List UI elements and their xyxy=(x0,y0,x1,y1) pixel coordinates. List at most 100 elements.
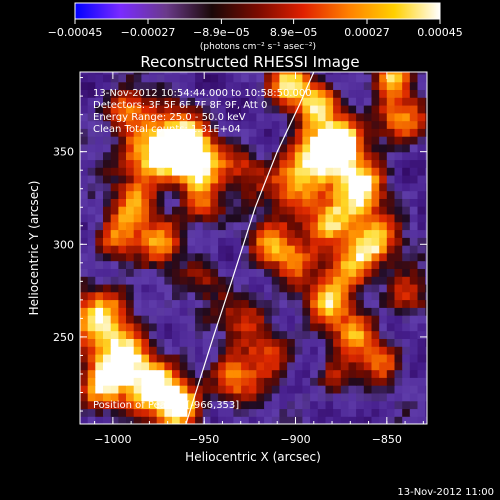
heatmap-cell xyxy=(371,143,380,153)
heatmap-cell xyxy=(210,260,219,269)
heatmap-cell xyxy=(187,322,196,332)
heatmap-cell xyxy=(379,97,388,106)
heatmap-cell xyxy=(164,385,173,394)
heatmap-cell xyxy=(164,237,173,246)
heatmap-cell xyxy=(379,175,388,184)
heatmap-cell xyxy=(371,120,380,129)
heatmap-cell xyxy=(394,198,403,207)
heatmap-cell xyxy=(371,73,380,83)
heatmap-cell xyxy=(294,369,304,378)
info-line: 13-Nov-2012 10:54:44.000 to 10:58:50.000 xyxy=(93,88,312,99)
heatmap-cell xyxy=(218,120,227,129)
heatmap-cell xyxy=(110,283,119,293)
heatmap-cell xyxy=(302,276,311,285)
heatmap-cell xyxy=(133,128,142,137)
colorbar-tick-label: 0.00045 xyxy=(417,26,463,39)
heatmap-cell xyxy=(325,315,334,324)
heatmap-cell xyxy=(195,369,204,378)
heatmap-cell xyxy=(379,221,388,231)
heatmap-cell xyxy=(126,159,135,168)
heatmap-cell xyxy=(179,198,188,207)
heatmap-cell xyxy=(379,252,388,262)
heatmap-cell xyxy=(302,252,311,262)
heatmap-cell xyxy=(287,128,296,137)
heatmap-cell xyxy=(279,322,288,332)
heatmap-cell xyxy=(225,416,234,424)
heatmap-cell xyxy=(356,198,365,207)
heatmap-cell xyxy=(118,252,127,262)
x-tick-label: −950 xyxy=(189,433,219,446)
heatmap-cell xyxy=(287,105,296,114)
heatmap-cell xyxy=(348,182,357,192)
heatmap-cell xyxy=(248,268,258,277)
heatmap-cell xyxy=(95,276,104,285)
heatmap-cell xyxy=(156,377,165,386)
heatmap-cell xyxy=(172,72,181,75)
heatmap-cell xyxy=(287,322,296,332)
heatmap-cell xyxy=(317,143,327,153)
heatmap-cell xyxy=(271,89,281,98)
heatmap-cell xyxy=(279,167,288,176)
heatmap-cell xyxy=(225,392,234,402)
heatmap-cell xyxy=(363,252,373,262)
heatmap-cell xyxy=(133,416,142,424)
heatmap-cell xyxy=(348,385,357,394)
heatmap-cell xyxy=(241,369,250,378)
heatmap-cell xyxy=(80,81,89,90)
heatmap-cell xyxy=(340,268,350,277)
heatmap-cell xyxy=(417,260,426,269)
heatmap-cell xyxy=(118,81,127,90)
heatmap-cell xyxy=(103,151,112,161)
heatmap-cell xyxy=(363,330,373,339)
heatmap-cell xyxy=(149,385,158,394)
heatmap-cell xyxy=(210,252,219,262)
heatmap-cell xyxy=(218,322,227,332)
heatmap-cell xyxy=(118,299,127,308)
heatmap-cell xyxy=(371,128,380,137)
heatmap-cell xyxy=(294,112,304,122)
heatmap-cell xyxy=(210,322,219,332)
heatmap-cell xyxy=(156,369,165,378)
heatmap-cell xyxy=(363,198,373,207)
heatmap-cell xyxy=(187,260,196,269)
heatmap-cell xyxy=(80,229,89,238)
heatmap-cell xyxy=(241,213,250,223)
heatmap-cell xyxy=(264,400,273,410)
heatmap-cell xyxy=(95,105,104,114)
heatmap-cell xyxy=(195,299,204,308)
heatmap-cell xyxy=(202,112,211,122)
heatmap-cell xyxy=(409,377,419,386)
heatmap-cell xyxy=(425,182,427,192)
heatmap-cell xyxy=(371,291,380,301)
heatmap-cell xyxy=(225,229,234,238)
heatmap-cell xyxy=(264,315,273,324)
heatmap-cell xyxy=(256,268,265,277)
heatmap-cell xyxy=(179,346,188,355)
heatmap-cell xyxy=(80,307,89,316)
heatmap-cell xyxy=(409,159,419,168)
heatmap-cell xyxy=(317,237,327,246)
heatmap-cell xyxy=(141,385,150,394)
heatmap-cell xyxy=(133,143,142,153)
heatmap-cell xyxy=(310,136,319,145)
heatmap-cell xyxy=(425,385,427,394)
heatmap-cell xyxy=(141,354,150,363)
heatmap-cell xyxy=(264,307,273,316)
heatmap-cell xyxy=(425,175,427,184)
heatmap-cell xyxy=(248,377,258,386)
heatmap-cell xyxy=(233,221,242,231)
heatmap-cell xyxy=(279,175,288,184)
heatmap-cell xyxy=(379,322,388,332)
heatmap-cell xyxy=(195,354,204,363)
heatmap-cell xyxy=(133,112,142,122)
heatmap-cell xyxy=(141,322,150,332)
heatmap-cell xyxy=(271,120,281,129)
heatmap-cell xyxy=(417,330,426,339)
heatmap-cell xyxy=(363,307,373,316)
heatmap-cell xyxy=(402,408,411,417)
heatmap-cell xyxy=(256,81,265,90)
heatmap-cell xyxy=(179,237,188,246)
heatmap-cell xyxy=(271,190,281,199)
heatmap-cell xyxy=(225,81,234,90)
heatmap-cell xyxy=(141,245,150,254)
